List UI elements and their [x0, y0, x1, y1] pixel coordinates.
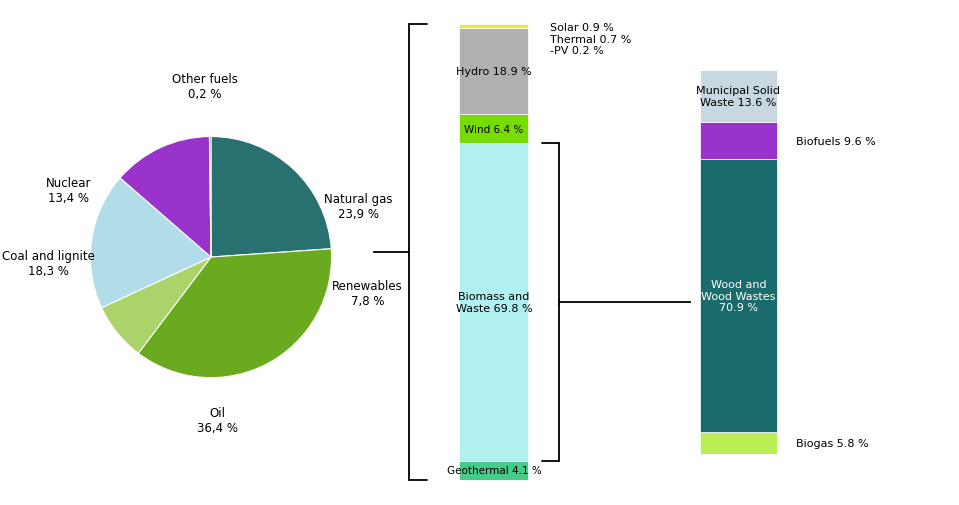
Wedge shape	[138, 249, 332, 378]
Bar	[459, 25, 528, 29]
Bar	[700, 432, 777, 454]
Bar	[700, 123, 777, 160]
Text: Natural gas
23,9 %: Natural gas 23,9 %	[324, 193, 392, 221]
Text: Coal and lignite
18,3 %: Coal and lignite 18,3 %	[2, 249, 95, 278]
Text: Wood and
Wood Wastes
70.9 %: Wood and Wood Wastes 70.9 %	[701, 279, 776, 313]
Bar	[700, 160, 777, 432]
Text: Wind 6.4 %: Wind 6.4 %	[464, 125, 524, 135]
Text: Solar 0.9 %
Thermal 0.7 %
-PV 0.2 %: Solar 0.9 % Thermal 0.7 % -PV 0.2 %	[550, 23, 631, 56]
Bar	[459, 461, 528, 480]
Wedge shape	[211, 137, 331, 258]
Bar	[459, 115, 528, 144]
Bar	[459, 144, 528, 461]
Text: Biofuels 9.6 %: Biofuels 9.6 %	[796, 136, 876, 146]
Bar	[700, 71, 777, 123]
Text: Other fuels
0,2 %: Other fuels 0,2 %	[172, 73, 238, 100]
Text: Nuclear
13,4 %: Nuclear 13,4 %	[46, 176, 91, 204]
Text: Municipal Solid
Waste 13.6 %: Municipal Solid Waste 13.6 %	[696, 86, 781, 108]
Text: Renewables
7,8 %: Renewables 7,8 %	[333, 280, 403, 308]
Text: Biogas 5.8 %: Biogas 5.8 %	[796, 438, 869, 448]
Wedge shape	[90, 179, 211, 308]
Text: Hydro 18.9 %: Hydro 18.9 %	[456, 67, 531, 77]
Wedge shape	[102, 258, 211, 354]
Wedge shape	[120, 137, 211, 258]
Text: Biomass and
Waste 69.8 %: Biomass and Waste 69.8 %	[456, 292, 532, 314]
Wedge shape	[209, 137, 211, 258]
Text: Oil
36,4 %: Oil 36,4 %	[197, 406, 238, 434]
Text: Geothermal 4.1 %: Geothermal 4.1 %	[447, 466, 541, 475]
Bar	[459, 29, 528, 115]
